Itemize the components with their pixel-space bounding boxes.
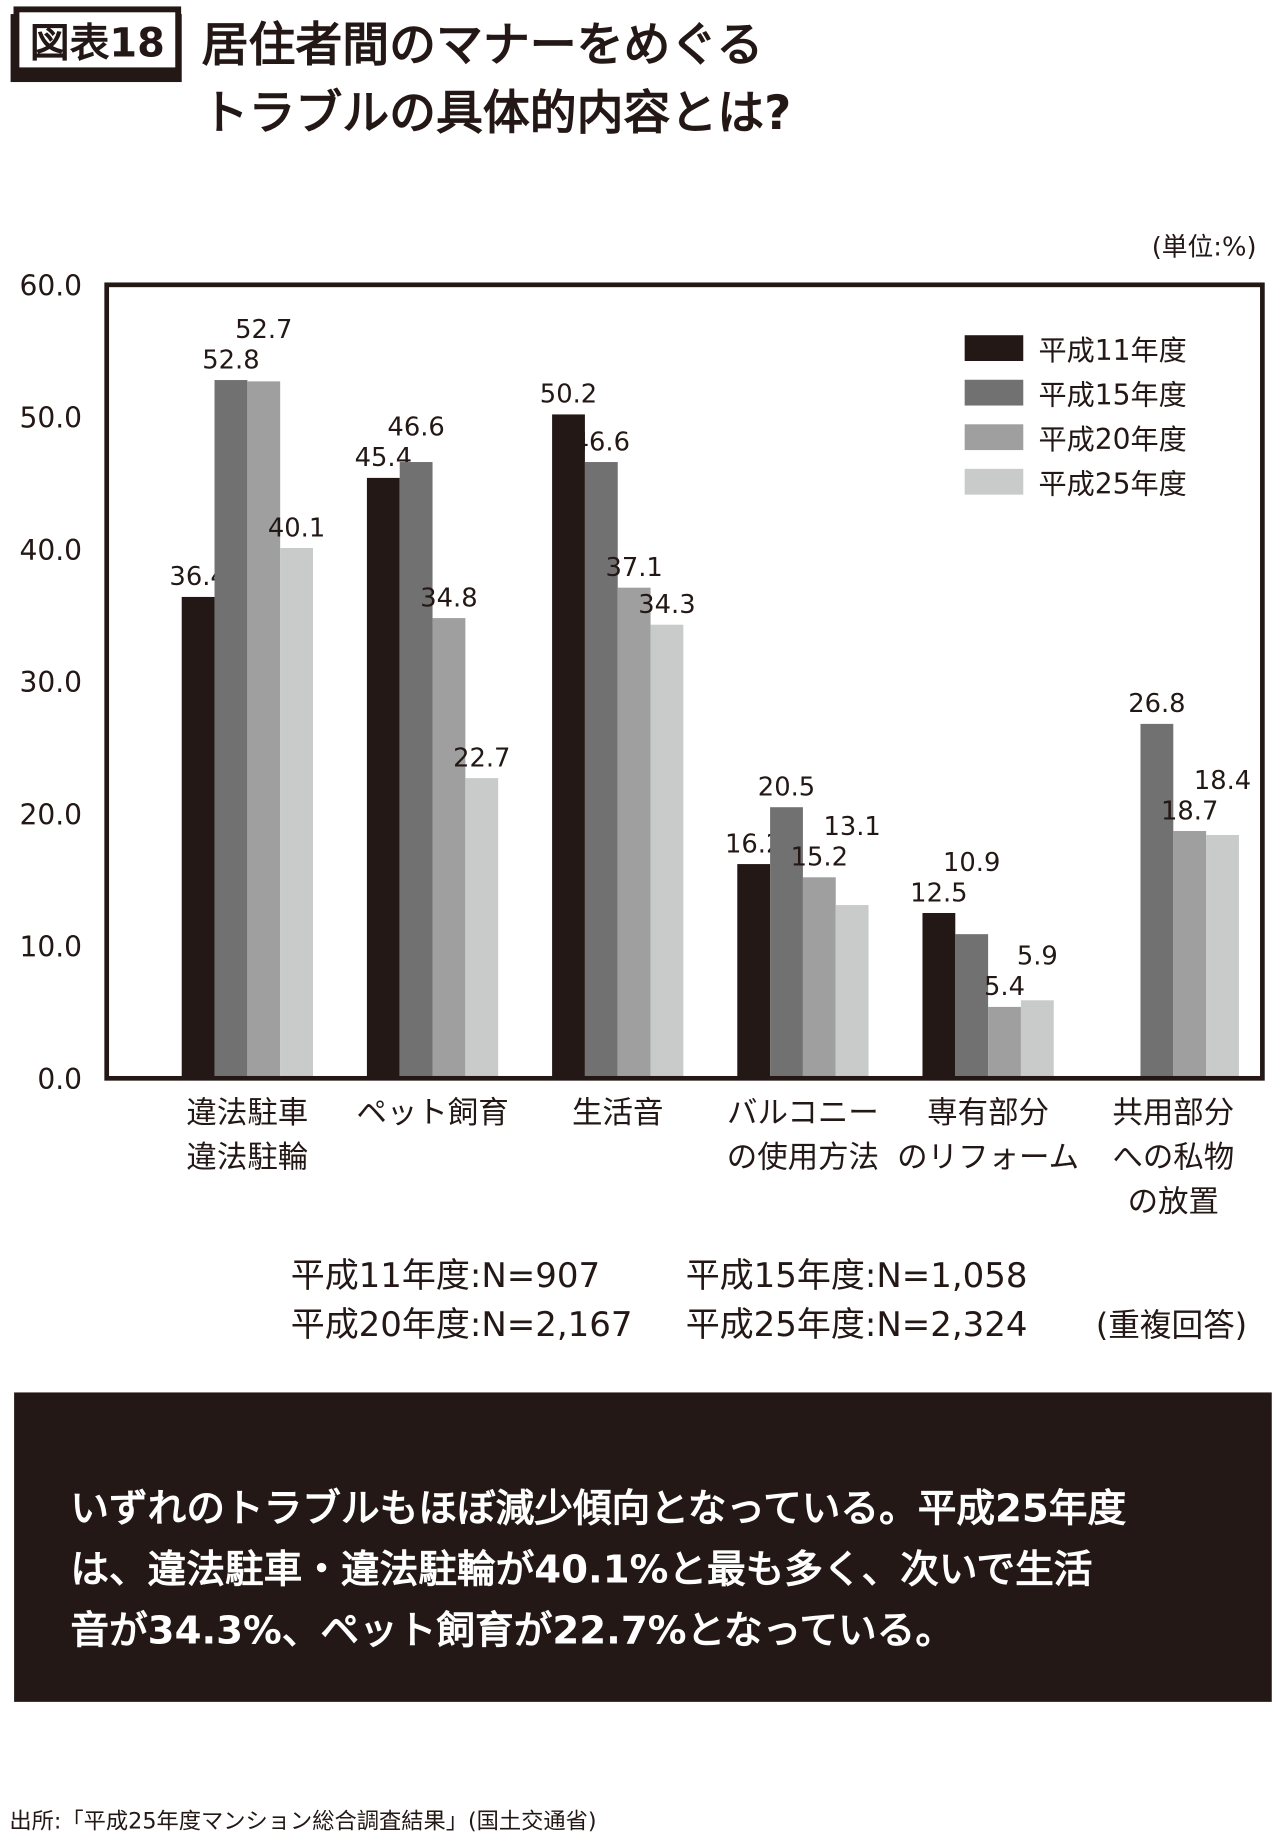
x-category-label: 生活音 [572,1096,663,1131]
legend-swatch [964,468,1024,495]
sample-size-h15: 平成15年度:N=1,058 [686,1256,1028,1296]
page-title-line1: 居住者間のマナーをめぐる [202,18,764,73]
x-category-label: ペット飼育 [356,1096,508,1131]
bar [1206,834,1239,1079]
figure-badge: 図表18 [10,6,182,83]
multiple-answers-note: (重複回答) [1096,1308,1247,1344]
sample-size-h25: 平成25年度:N=2,324 [686,1305,1028,1345]
x-category-label: のリフォーム [897,1140,1079,1175]
y-tick-label: 20.0 [19,798,82,831]
bar-value-label: 40.1 [268,513,325,543]
x-category-label: 違法駐輪 [186,1140,308,1175]
bar [650,624,684,1079]
bar [617,587,651,1079]
bar-value-label: 20.5 [758,772,815,802]
bar [432,618,466,1079]
x-category-label: への私物 [1112,1140,1234,1175]
bar-value-label: 22.7 [453,743,510,773]
bar [802,877,836,1079]
bar [552,414,585,1079]
bar [584,462,618,1079]
unit-label: (単位:%) [1152,233,1257,263]
summary-line1: いずれのトラブルもほぼ減少傾向となっている。平成25年度 [70,1486,1126,1531]
legend-label: 平成25年度 [1039,467,1187,500]
bar [1173,831,1207,1079]
y-tick-label: 10.0 [19,931,82,964]
sample-size-h11: 平成11年度:N=907 [291,1256,600,1296]
y-tick-label: 30.0 [19,666,82,699]
bar-value-label: 46.6 [387,413,444,443]
x-category-label: の使用方法 [727,1140,879,1175]
figure-badge-label: 図表18 [30,20,165,66]
bar-value-label: 26.8 [1128,689,1185,719]
legend-label: 平成15年度 [1039,378,1187,411]
bars: 36.452.852.740.145.446.634.822.750.246.6… [169,315,1251,1079]
bar-value-label: 50.2 [540,380,597,410]
x-category-label: バルコニー [727,1096,879,1131]
summary-box [14,1392,1272,1702]
bar [835,905,869,1079]
bar [988,1006,1021,1079]
bar-value-label: 52.7 [235,315,292,345]
y-tick-label: 40.0 [19,534,82,567]
bar [247,381,281,1079]
bar-value-label: 46.6 [573,427,630,457]
bar-value-label: 18.4 [1194,766,1251,796]
summary-line2: は、違法駐車・違法駐輪が40.1%と最も多く、次いで生活 [70,1547,1092,1592]
bar [399,462,433,1079]
bar [1020,1000,1054,1079]
bar-value-label: 34.8 [420,583,477,613]
legend-label: 平成11年度 [1039,334,1187,367]
bar-value-label: 15.2 [791,843,848,873]
x-category-label: 専有部分 [927,1096,1049,1131]
y-tick-label: 50.0 [19,402,82,435]
legend-label: 平成20年度 [1039,423,1187,456]
bar [922,913,956,1079]
bar [770,807,803,1079]
bar [214,380,248,1079]
summary-line3: 音が34.3%、ペット飼育が22.7%となっている。 [70,1608,954,1653]
bar [366,477,400,1079]
y-tick-label: 0.0 [37,1063,82,1096]
plot-frame [104,282,1265,1081]
bar-value-label: 12.5 [910,878,967,908]
page-title-line2: トラブルの具体的内容とは? [202,86,792,141]
bar-value-label: 34.3 [638,590,695,620]
bar-value-label: 10.9 [943,848,1000,878]
legend-swatch [964,424,1024,451]
x-category-label: 共用部分 [1112,1096,1234,1131]
sample-size-h20: 平成20年度:N=2,167 [291,1305,633,1345]
bar [465,778,499,1079]
bar [280,547,313,1079]
bar-value-label: 18.7 [1161,796,1218,826]
x-category-label: の放置 [1128,1185,1219,1220]
bar-value-label: 52.8 [202,345,259,375]
bar [737,864,771,1079]
bar [181,596,215,1079]
bar [1140,723,1174,1079]
x-category-label: 違法駐車 [186,1096,308,1131]
y-tick-label: 60.0 [19,269,82,302]
bar [955,934,989,1079]
source-note: 出所:「平成25年度マンション総合調査結果」(国土交通省) [9,1808,596,1834]
bar-value-label: 5.9 [1017,942,1058,972]
legend-swatch [964,379,1024,406]
bar-value-label: 13.1 [823,812,880,842]
bar-value-label: 5.4 [984,972,1025,1002]
y-axis-ticks: 0.0 10.0 20.0 30.0 40.0 50.0 60.0 [19,269,82,1096]
legend-swatch [964,335,1024,362]
bar-value-label: 37.1 [605,553,662,583]
